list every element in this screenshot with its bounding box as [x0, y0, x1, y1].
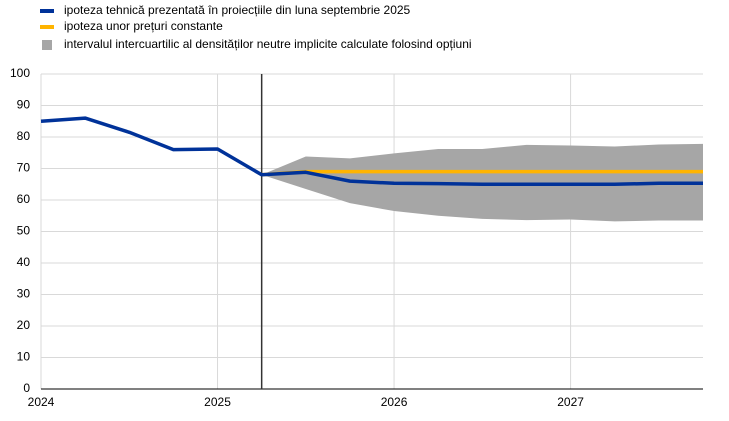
legend-marker	[42, 40, 52, 50]
x-tick-label: 2026	[381, 395, 408, 409]
y-tick-label: 40	[17, 255, 31, 269]
y-tick-label: 60	[17, 192, 31, 206]
y-tick-label: 20	[17, 318, 31, 332]
series-line	[40, 116, 703, 186]
y-tick-label: 90	[17, 98, 31, 112]
x-tick-label: 2025	[204, 395, 231, 409]
y-tick-label: 30	[17, 287, 31, 301]
y-tick-label: 10	[17, 350, 31, 364]
series-line	[261, 169, 703, 177]
legend-label: ipoteza tehnică prezentată în proiecțiil…	[64, 3, 411, 17]
y-tick-label: 100	[10, 66, 30, 80]
legend-label: intervalul intercuartilic al densitățilo…	[64, 37, 472, 51]
y-tick-label: 70	[17, 161, 31, 175]
legend-label: ipoteza unor prețuri constante	[64, 19, 223, 33]
y-tick-label: 80	[17, 129, 31, 143]
x-tick-label: 2027	[557, 395, 584, 409]
y-tick-label: 0	[23, 381, 30, 395]
y-tick-label: 50	[17, 224, 31, 238]
x-tick-label: 2024	[28, 395, 55, 409]
